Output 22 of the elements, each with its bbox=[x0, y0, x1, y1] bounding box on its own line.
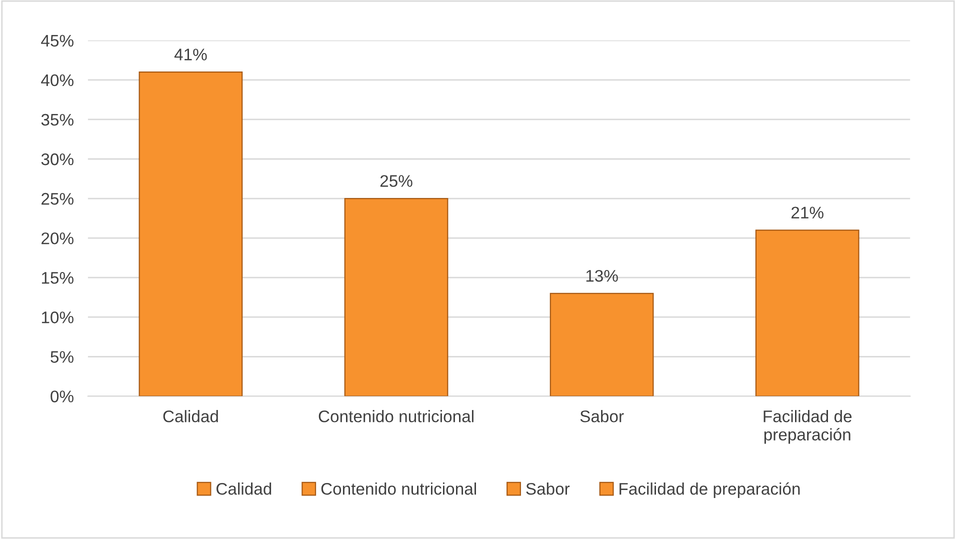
data-label: 25% bbox=[380, 175, 412, 187]
y-tick-label: 0% bbox=[50, 390, 74, 402]
y-tick-label: 10% bbox=[42, 312, 74, 324]
y-tick-label: 40% bbox=[41, 74, 74, 86]
legend-label: Facilidad de preparación bbox=[620, 482, 800, 498]
y-tick-label: 25% bbox=[42, 192, 74, 205]
x-tick-label: Contenido nutricional bbox=[318, 410, 474, 422]
legend-label: Contenido nutricional bbox=[321, 482, 476, 495]
x-tick-label: Calidad bbox=[163, 410, 218, 422]
y-tick-label: 45% bbox=[41, 34, 74, 47]
y-tick-label: 35% bbox=[41, 114, 74, 126]
legend-label: Calidad bbox=[216, 482, 272, 495]
y-tick-label: 5% bbox=[50, 351, 74, 363]
y-tick-label: 20% bbox=[42, 232, 74, 244]
x-tick-label: Facilidad de preparación bbox=[764, 410, 852, 444]
x-tick-label: Sabor bbox=[580, 410, 624, 422]
y-tick-label: 15% bbox=[42, 272, 74, 284]
y-tick-label: 30% bbox=[41, 153, 74, 166]
data-label: 21% bbox=[792, 206, 824, 218]
legend-label: Sabor bbox=[526, 482, 570, 495]
data-label: 13% bbox=[586, 270, 618, 282]
data-label: 41% bbox=[174, 48, 207, 60]
